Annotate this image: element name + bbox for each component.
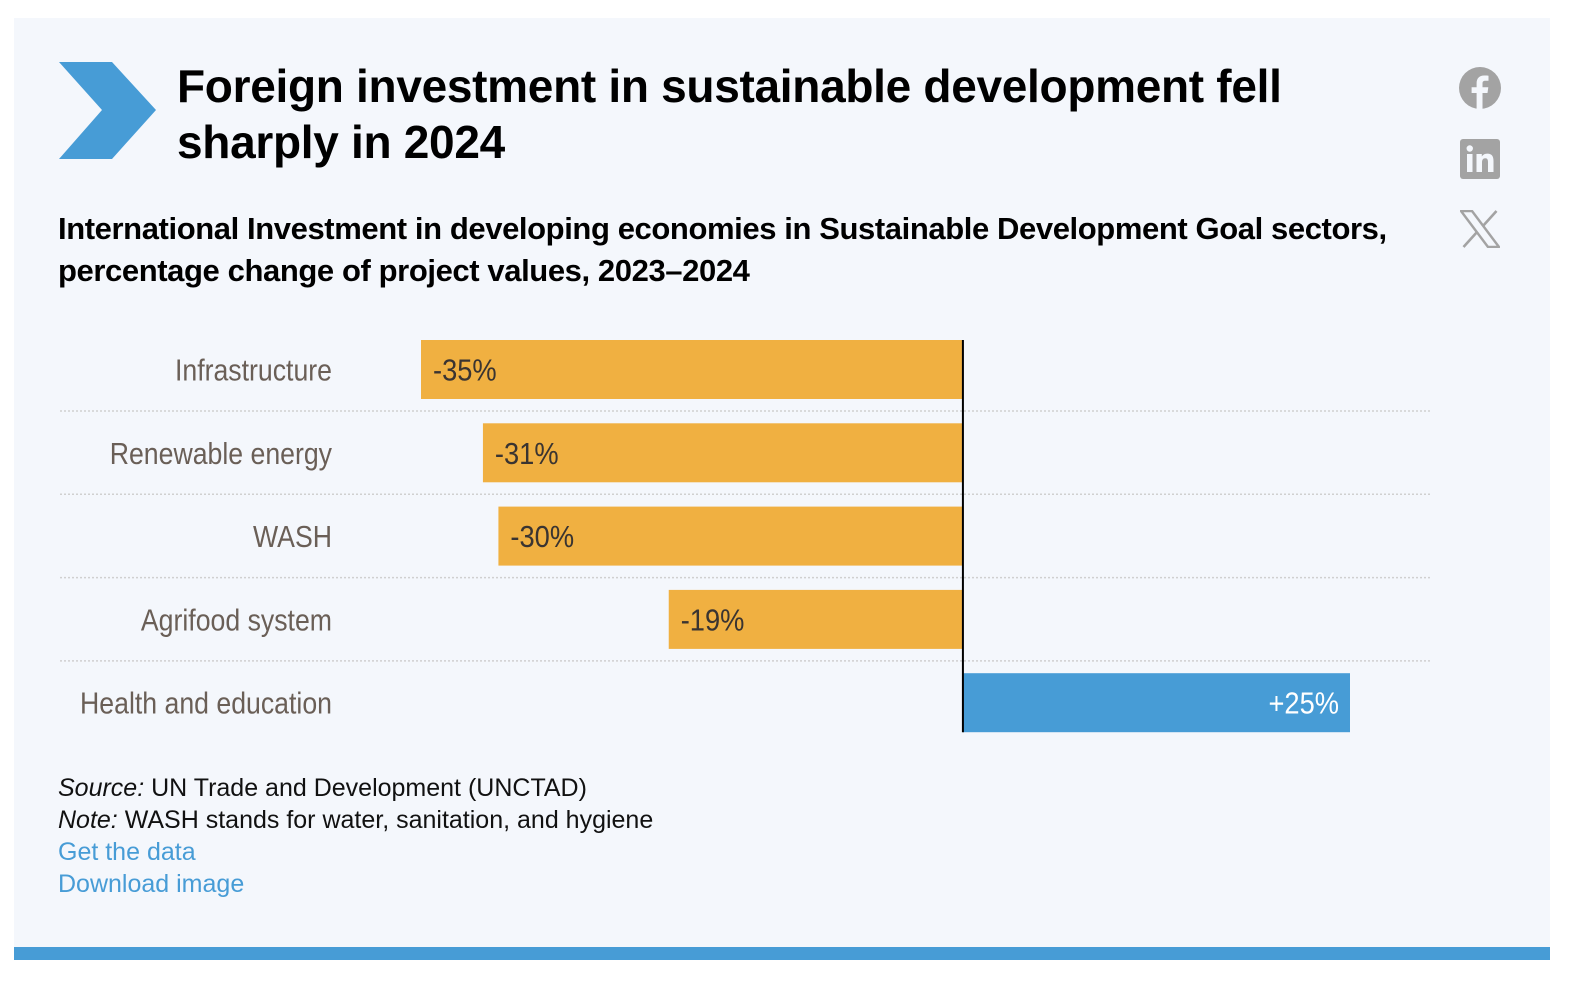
source-line: Source: UN Trade and Development (UNCTAD… (58, 772, 653, 804)
chart-footer: Source: UN Trade and Development (UNCTAD… (58, 772, 653, 900)
category-label: Agrifood system (141, 604, 332, 638)
value-label: -19% (681, 604, 745, 638)
labels: Infrastructure -35% Renewable energy -31% WA… (80, 354, 1339, 722)
note-line: Note: WASH stands for water, sanitation,… (58, 804, 653, 836)
value-label: -30% (510, 521, 574, 555)
bar (668, 589, 963, 649)
linkedin-icon (1460, 139, 1500, 179)
category-label: Infrastructure (175, 354, 332, 388)
source-label: Source: (58, 774, 145, 802)
get-data-link[interactable]: Get the data (58, 838, 196, 866)
value-label: +25% (1268, 687, 1339, 721)
share-facebook-button[interactable] (1458, 66, 1502, 110)
source-text: UN Trade and Development (UNCTAD) (144, 774, 587, 802)
chart-subtitle: International Investment in developing e… (58, 211, 1387, 288)
bar (421, 340, 963, 399)
x-twitter-icon (1460, 210, 1500, 248)
share-x-button[interactable] (1458, 207, 1502, 251)
category-label: WASH (253, 520, 332, 554)
bars (421, 340, 1350, 733)
note-label: Note: (58, 806, 118, 834)
category-label: Health and education (80, 687, 332, 721)
share-linkedin-button[interactable] (1458, 137, 1502, 181)
chart-title: Foreign investment in sustainable develo… (177, 60, 1282, 168)
facebook-icon (1459, 67, 1501, 109)
value-label: -31% (495, 437, 559, 471)
note-text: WASH stands for water, sanitation, and h… (117, 806, 654, 834)
bar (498, 506, 963, 566)
bar (482, 423, 963, 483)
category-label: Renewable energy (110, 437, 333, 471)
gridlines (60, 410, 1430, 662)
chevron-right-icon (59, 62, 156, 159)
download-image-link[interactable]: Download image (58, 870, 245, 898)
value-label: -35% (433, 354, 497, 388)
chart-card (14, 18, 1550, 948)
bar (962, 673, 1350, 733)
accent-bottom-bar (14, 947, 1550, 960)
